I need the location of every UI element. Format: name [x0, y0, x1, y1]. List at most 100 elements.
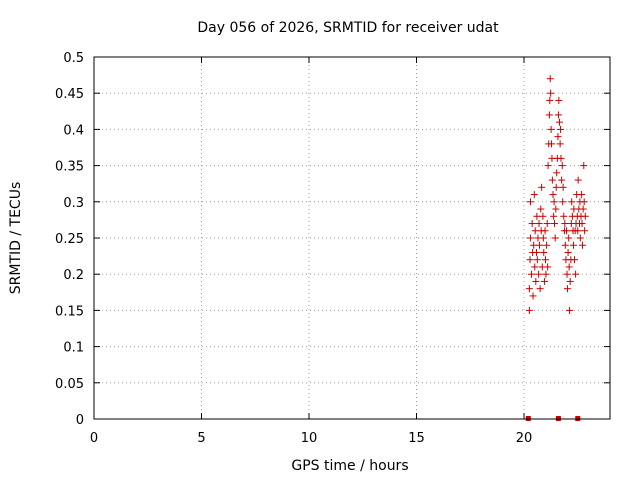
- data-point: [574, 227, 582, 235]
- data-point: [542, 256, 549, 264]
- y-tick-label: 0.5: [63, 51, 84, 66]
- data-point: [529, 292, 537, 300]
- data-point: [548, 176, 556, 184]
- data-point: [558, 176, 566, 184]
- chart-title: Day 056 of 2026, SRMTID for receiver uda…: [197, 20, 499, 36]
- data-point: [533, 212, 541, 220]
- data-point: [546, 96, 554, 104]
- data-point: [578, 241, 586, 249]
- data-point: [579, 205, 587, 213]
- data-point: [578, 220, 586, 228]
- data-point: [545, 111, 553, 119]
- data-point: [572, 270, 580, 278]
- data-point: [543, 241, 551, 249]
- x-tick-label: 15: [408, 431, 425, 446]
- data-point: [558, 162, 566, 170]
- data-point: [528, 270, 536, 278]
- data-point: [535, 241, 543, 249]
- x-tick-label: 5: [197, 431, 205, 446]
- data-point: [544, 162, 552, 170]
- data-point: [568, 198, 576, 206]
- data-point: [531, 227, 539, 235]
- data-point: [539, 212, 547, 220]
- data-point: [563, 270, 571, 278]
- data-point: [555, 118, 563, 126]
- data-point: [565, 263, 573, 271]
- y-axis-label: SRMTID / TECUs: [8, 182, 24, 295]
- data-point: [554, 133, 562, 141]
- data-point: [552, 205, 560, 213]
- data-point: [557, 154, 565, 162]
- data-point: [546, 75, 554, 83]
- data-point: [578, 191, 586, 199]
- y-tick-label: 0.4: [63, 123, 84, 138]
- data-point: [580, 162, 588, 170]
- y-tick-label: 0.05: [55, 377, 84, 392]
- data-point: [581, 212, 589, 220]
- data-point: [556, 140, 564, 148]
- data-point: [544, 263, 552, 271]
- data-point: [531, 263, 539, 271]
- data-point: [551, 234, 559, 242]
- data-point: [543, 220, 551, 228]
- y-tick-label: 0.25: [55, 232, 84, 247]
- data-point: [537, 205, 545, 213]
- x-tick-label: 20: [516, 431, 533, 446]
- x-tick-label: 0: [90, 431, 98, 446]
- data-point: [542, 270, 550, 278]
- y-tick-label: 0: [76, 413, 84, 428]
- data-point: [547, 89, 555, 97]
- data-point: [557, 125, 565, 133]
- data-point: [548, 140, 556, 148]
- data-point: [552, 183, 560, 191]
- data-point: [535, 220, 543, 228]
- data-point: [541, 227, 549, 235]
- data-point: [563, 227, 571, 235]
- data-point: [571, 256, 579, 264]
- y-tick-label: 0.45: [55, 87, 84, 102]
- data-point: [550, 212, 558, 220]
- data-point: [526, 234, 534, 242]
- data-point: [540, 248, 548, 256]
- data-point: [574, 176, 582, 184]
- data-point: [526, 198, 534, 206]
- data-point: [530, 191, 538, 199]
- data-point: [581, 227, 589, 235]
- data-point: [533, 256, 541, 264]
- data-point: [555, 96, 563, 104]
- y-tick-label: 0.3: [63, 196, 84, 211]
- data-point: [563, 285, 571, 293]
- x-tick-label: 10: [301, 431, 318, 446]
- data-point: [560, 212, 568, 220]
- data-point: [551, 220, 559, 228]
- data-points: [525, 75, 589, 314]
- data-point: [565, 234, 573, 242]
- data-point: [559, 183, 567, 191]
- data-point: [532, 248, 540, 256]
- y-tick-label: 0.15: [55, 304, 84, 319]
- x-axis-label: GPS time / hours: [291, 458, 408, 474]
- y-tick-label: 0.2: [63, 268, 84, 283]
- data-point: [564, 248, 572, 256]
- data-point: [535, 270, 543, 278]
- data-point: [576, 234, 584, 242]
- data-point: [547, 125, 555, 133]
- data-point: [536, 285, 544, 293]
- data-point: [539, 234, 547, 242]
- data-point: [569, 241, 577, 249]
- data-point: [525, 306, 533, 314]
- y-tick-label: 0.35: [55, 160, 84, 175]
- data-point: [561, 220, 569, 228]
- data-point: [559, 198, 567, 206]
- data-point: [566, 306, 574, 314]
- data-point: [549, 191, 557, 199]
- y-tick-label: 0.1: [63, 341, 84, 356]
- data-point: [525, 285, 533, 293]
- data-point: [532, 277, 540, 285]
- data-point: [553, 169, 561, 177]
- data-point: [566, 277, 574, 285]
- data-point: [550, 198, 558, 206]
- data-point: [540, 277, 548, 285]
- data-point: [526, 256, 534, 264]
